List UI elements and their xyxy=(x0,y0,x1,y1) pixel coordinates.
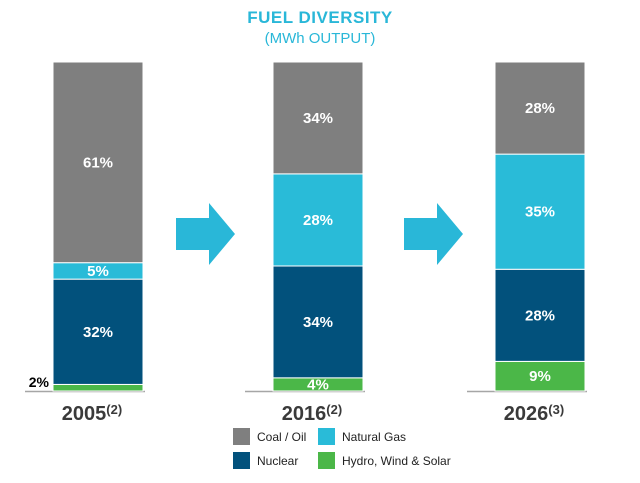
label-natural_gas-2026: 35% xyxy=(525,204,555,221)
label-nuclear-2016: 34% xyxy=(303,314,333,331)
chart-title: FUEL DIVERSITY xyxy=(247,8,393,27)
label-nuclear-2005: 32% xyxy=(83,324,113,341)
transition-arrow-1 xyxy=(176,203,235,265)
bar-coal_oil-2005 xyxy=(52,61,144,264)
label-renewables-2005: 2% xyxy=(29,374,50,390)
bar-natural_gas-2016 xyxy=(272,173,364,267)
bar-coal_oil-2016 xyxy=(272,61,364,175)
category-label-2016: 2016(2) xyxy=(282,402,342,425)
label-renewables-2016: 4% xyxy=(307,376,329,393)
bar-nuclear-2016 xyxy=(272,265,364,379)
arrows-group xyxy=(176,203,463,265)
bar-natural_gas-2026 xyxy=(494,153,586,270)
bar-coal_oil-2026 xyxy=(494,61,586,155)
label-nuclear-2026: 28% xyxy=(525,307,555,324)
chart-subtitle: (MWh OUTPUT) xyxy=(265,30,376,47)
bar-nuclear-2005 xyxy=(52,278,144,385)
label-natural_gas-2005: 5% xyxy=(87,263,109,280)
bars-group: 2% 32% 5% 61% 4% 34% 28% 34% 9% 28% 35% 28% xyxy=(25,61,587,393)
label-coal_oil-2016: 34% xyxy=(303,110,333,127)
category-labels: 2005(2) 2016(2) 2026(3) xyxy=(62,402,564,425)
category-label-2026: 2026(3) xyxy=(504,402,564,425)
bar-renewables-2005 xyxy=(52,383,144,392)
category-label-2005: 2005(2) xyxy=(62,402,122,425)
transition-arrow-2 xyxy=(404,203,463,265)
bar-renewables-2026 xyxy=(494,360,586,392)
label-coal_oil-2026: 28% xyxy=(525,100,555,117)
label-coal_oil-2005: 61% xyxy=(83,154,113,171)
label-renewables-2026: 9% xyxy=(529,368,551,385)
label-natural_gas-2016: 28% xyxy=(303,212,333,229)
